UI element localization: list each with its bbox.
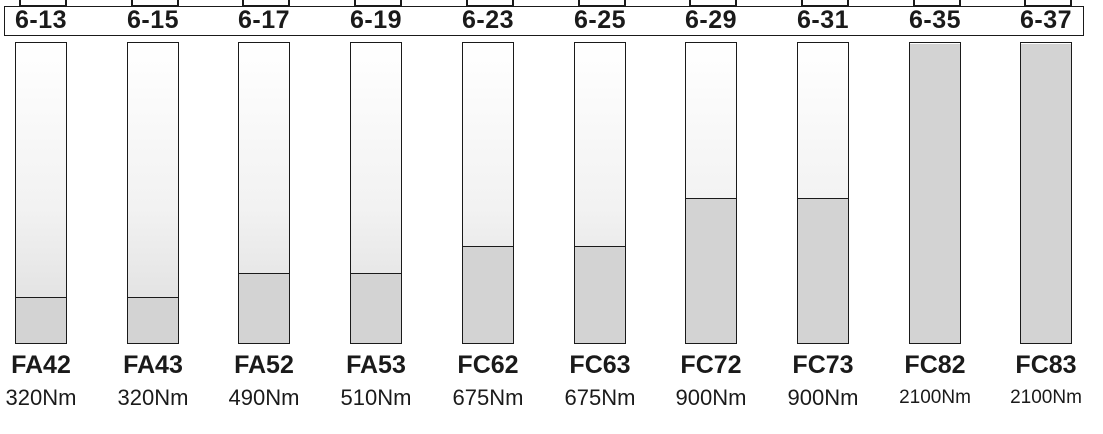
bar-column bbox=[350, 42, 402, 344]
torque-label: 900Nm bbox=[675, 385, 747, 410]
code-label: 6-17 bbox=[237, 6, 291, 34]
torque-label: 675Nm bbox=[564, 385, 636, 410]
model-label: FA53 bbox=[346, 351, 406, 379]
torque-label: 490Nm bbox=[228, 385, 300, 410]
code-label: 6-19 bbox=[349, 6, 403, 34]
bar-fill bbox=[910, 44, 960, 343]
bar-fill bbox=[128, 297, 178, 343]
bar-column bbox=[127, 42, 179, 344]
code-label: 6-13 bbox=[14, 6, 68, 34]
bar-fill bbox=[686, 198, 736, 343]
bar-fill bbox=[16, 297, 66, 343]
bar-column bbox=[238, 42, 290, 344]
bar-fill bbox=[463, 246, 513, 343]
model-label: FC62 bbox=[457, 351, 519, 379]
bar-column bbox=[15, 42, 67, 344]
model-label: FC73 bbox=[792, 351, 854, 379]
bar-fill bbox=[798, 198, 848, 343]
model-label: FC82 bbox=[904, 351, 966, 379]
torque-label: 900Nm bbox=[787, 385, 859, 410]
model-label: FA43 bbox=[123, 351, 183, 379]
torque-label: 320Nm bbox=[5, 385, 77, 410]
bar-fill bbox=[1021, 44, 1071, 343]
torque-label: 510Nm bbox=[340, 385, 412, 410]
bar-column bbox=[685, 42, 737, 344]
code-label: 6-23 bbox=[461, 6, 515, 34]
bar-column bbox=[462, 42, 514, 344]
code-label: 6-15 bbox=[126, 6, 180, 34]
code-label: 6-29 bbox=[684, 6, 738, 34]
torque-label: 675Nm bbox=[452, 385, 524, 410]
model-label: FA52 bbox=[234, 351, 294, 379]
code-label: 6-31 bbox=[796, 6, 850, 34]
model-label: FC72 bbox=[680, 351, 742, 379]
torque-label: 2100Nm bbox=[1010, 387, 1082, 408]
code-label: 6-35 bbox=[908, 6, 962, 34]
bar-column bbox=[797, 42, 849, 344]
bar-fill bbox=[351, 273, 401, 343]
model-label: FC83 bbox=[1015, 351, 1077, 379]
torque-label: 320Nm bbox=[117, 385, 189, 410]
bar-column bbox=[1020, 42, 1072, 344]
model-label: FC63 bbox=[569, 351, 631, 379]
code-header-frame bbox=[4, 6, 1084, 36]
code-label: 6-37 bbox=[1019, 6, 1073, 34]
bar-column bbox=[574, 42, 626, 344]
torque-label: 2100Nm bbox=[899, 387, 971, 408]
bar-column bbox=[909, 42, 961, 344]
bar-fill bbox=[239, 273, 289, 343]
bar-fill bbox=[575, 246, 625, 343]
model-label: FA42 bbox=[11, 351, 71, 379]
code-label: 6-25 bbox=[573, 6, 627, 34]
